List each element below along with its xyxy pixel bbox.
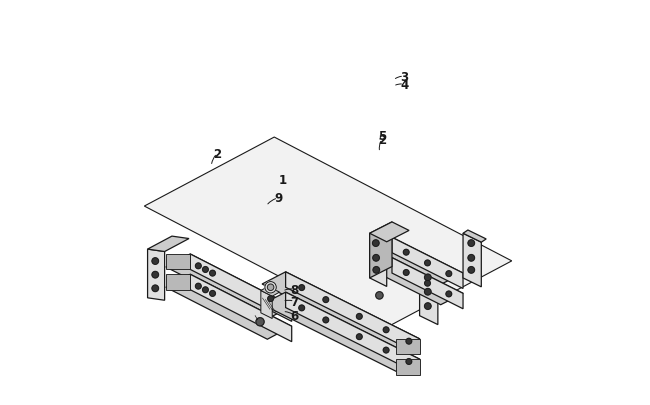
Text: 3: 3 bbox=[400, 70, 408, 83]
Circle shape bbox=[424, 303, 431, 309]
Circle shape bbox=[376, 292, 383, 299]
Polygon shape bbox=[190, 254, 292, 322]
Text: 4: 4 bbox=[400, 79, 408, 92]
Circle shape bbox=[468, 240, 474, 247]
Circle shape bbox=[299, 285, 305, 291]
Circle shape bbox=[152, 258, 159, 264]
Circle shape bbox=[196, 284, 201, 289]
Circle shape bbox=[356, 314, 362, 320]
Polygon shape bbox=[166, 275, 190, 290]
Circle shape bbox=[323, 297, 329, 303]
Polygon shape bbox=[190, 275, 292, 342]
Circle shape bbox=[210, 271, 215, 276]
Polygon shape bbox=[420, 268, 438, 325]
Polygon shape bbox=[166, 275, 292, 339]
Circle shape bbox=[406, 339, 411, 344]
Polygon shape bbox=[392, 258, 463, 309]
Circle shape bbox=[424, 289, 431, 295]
Polygon shape bbox=[166, 254, 292, 319]
Polygon shape bbox=[463, 234, 481, 287]
Circle shape bbox=[265, 282, 276, 293]
Text: 7: 7 bbox=[291, 295, 298, 308]
Circle shape bbox=[384, 347, 389, 353]
Circle shape bbox=[446, 271, 452, 277]
Circle shape bbox=[424, 281, 430, 286]
Polygon shape bbox=[261, 291, 272, 319]
Polygon shape bbox=[420, 265, 443, 277]
Polygon shape bbox=[148, 237, 189, 252]
Polygon shape bbox=[262, 292, 420, 371]
Circle shape bbox=[268, 296, 274, 302]
Polygon shape bbox=[166, 254, 190, 270]
Circle shape bbox=[152, 272, 159, 278]
Circle shape bbox=[372, 240, 379, 247]
Circle shape bbox=[424, 275, 431, 281]
Text: 6: 6 bbox=[291, 309, 298, 322]
Circle shape bbox=[210, 291, 215, 296]
Text: 9: 9 bbox=[274, 192, 283, 205]
Circle shape bbox=[468, 267, 474, 273]
Circle shape bbox=[256, 318, 264, 326]
Text: 2: 2 bbox=[213, 147, 222, 160]
Circle shape bbox=[404, 270, 409, 276]
Polygon shape bbox=[262, 272, 420, 351]
Polygon shape bbox=[285, 292, 420, 375]
Polygon shape bbox=[396, 359, 420, 375]
Circle shape bbox=[373, 255, 380, 262]
Polygon shape bbox=[392, 238, 463, 289]
Circle shape bbox=[267, 284, 274, 291]
Circle shape bbox=[468, 255, 474, 262]
Circle shape bbox=[404, 250, 409, 256]
Circle shape bbox=[323, 318, 329, 323]
Circle shape bbox=[424, 260, 430, 266]
Polygon shape bbox=[370, 222, 409, 242]
Circle shape bbox=[196, 263, 201, 269]
Circle shape bbox=[203, 287, 208, 293]
Polygon shape bbox=[396, 339, 420, 354]
Text: 8: 8 bbox=[291, 283, 298, 296]
Polygon shape bbox=[148, 249, 164, 301]
Polygon shape bbox=[370, 234, 387, 287]
Text: 1: 1 bbox=[278, 174, 287, 187]
Circle shape bbox=[203, 267, 208, 273]
Circle shape bbox=[406, 359, 411, 364]
Circle shape bbox=[446, 291, 452, 297]
Circle shape bbox=[384, 327, 389, 333]
Polygon shape bbox=[370, 238, 463, 285]
Polygon shape bbox=[261, 287, 280, 296]
Polygon shape bbox=[370, 258, 463, 305]
Text: 2: 2 bbox=[378, 133, 386, 146]
Polygon shape bbox=[463, 230, 486, 243]
Circle shape bbox=[356, 334, 362, 340]
Circle shape bbox=[152, 286, 159, 292]
Polygon shape bbox=[370, 222, 392, 278]
Polygon shape bbox=[144, 138, 512, 330]
Circle shape bbox=[299, 305, 305, 311]
Polygon shape bbox=[285, 272, 420, 354]
Text: 5: 5 bbox=[378, 129, 386, 142]
Circle shape bbox=[373, 267, 380, 273]
